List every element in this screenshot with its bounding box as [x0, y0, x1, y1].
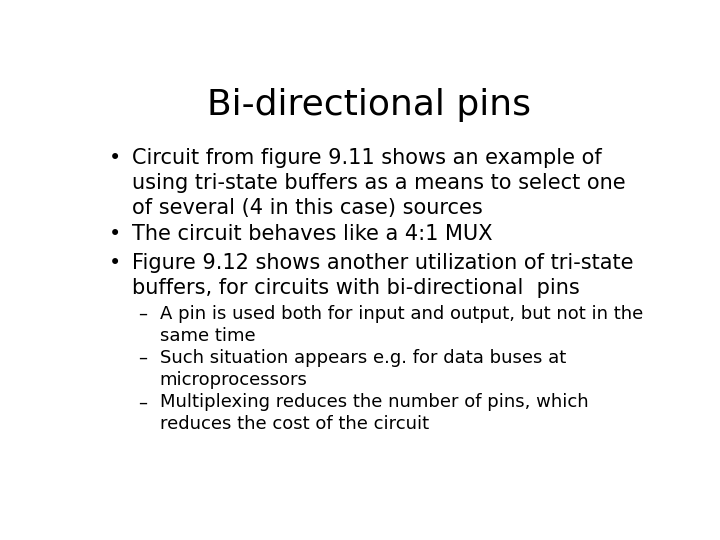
Text: –: –	[138, 305, 148, 323]
Text: –: –	[138, 393, 148, 411]
Text: •: •	[109, 253, 121, 273]
Text: A pin is used both for input and output, but not in the
same time: A pin is used both for input and output,…	[160, 305, 643, 346]
Text: Multiplexing reduces the number of pins, which
reduces the cost of the circuit: Multiplexing reduces the number of pins,…	[160, 393, 588, 434]
Text: Circuit from figure 9.11 shows an example of
using tri-state buffers as a means : Circuit from figure 9.11 shows an exampl…	[132, 148, 626, 218]
Text: Such situation appears e.g. for data buses at
microprocessors: Such situation appears e.g. for data bus…	[160, 349, 566, 389]
Text: The circuit behaves like a 4:1 MUX: The circuit behaves like a 4:1 MUX	[132, 225, 492, 245]
Text: Bi-directional pins: Bi-directional pins	[207, 87, 531, 122]
Text: •: •	[109, 148, 121, 168]
Text: •: •	[109, 225, 121, 245]
Text: –: –	[138, 349, 148, 367]
Text: Figure 9.12 shows another utilization of tri-state
buffers, for circuits with bi: Figure 9.12 shows another utilization of…	[132, 253, 634, 298]
